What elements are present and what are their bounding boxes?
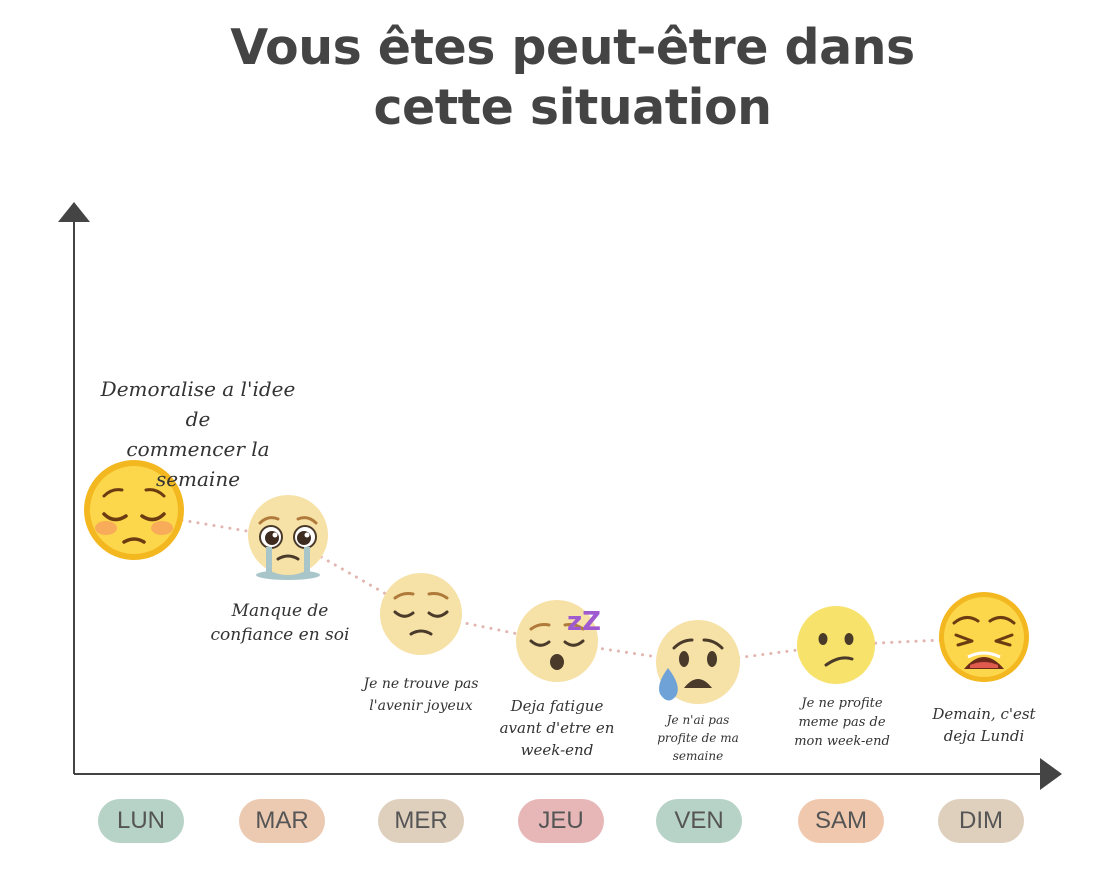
note-lun-line-1: Demoralise a l'idee de <box>100 377 296 431</box>
sad-sweat-face-icon <box>656 620 740 704</box>
sleep-zz-icon: zZ <box>567 607 601 637</box>
day-pill-mar: MAR <box>239 799 325 843</box>
note-sam-line-3: mon week-end <box>794 734 890 749</box>
note-ven: Je n'ai pas profite de ma semaine <box>638 711 758 765</box>
sweat-drop-icon <box>659 668 678 701</box>
confused-face-icon <box>797 606 875 684</box>
note-sam: Je ne profite meme pas de mon week-end <box>777 694 907 751</box>
note-dim-line-1: Demain, c'est <box>932 705 1036 723</box>
note-mer-line-2: l'avenir joyeux <box>369 698 473 714</box>
title-line-2: cette situation <box>373 79 772 136</box>
holding-back-tears-face-icon <box>248 495 328 580</box>
x-axis-arrow <box>1040 758 1062 790</box>
sleeping-face-icon <box>516 600 598 682</box>
day-pill-jeu: JEU <box>518 799 604 843</box>
note-jeu-line-1: Deja fatigue <box>510 697 604 715</box>
note-ven-line-3: semaine <box>672 749 724 763</box>
note-sam-line-2: meme pas de <box>798 715 886 730</box>
note-jeu: Deja fatigue avant d'etre en week-end <box>487 695 627 761</box>
note-ven-line-2: profite de ma <box>657 731 739 745</box>
note-mer: Je ne trouve pas l'avenir joyeux <box>351 673 491 717</box>
note-jeu-line-2: avant d'etre en <box>499 719 615 737</box>
day-pill-ven: VEN <box>656 799 742 843</box>
day-pill-dim: DIM <box>938 799 1024 843</box>
note-lun-line-2: commencer la semaine <box>126 437 270 491</box>
note-mar: Manque de confiance en soi <box>200 599 360 647</box>
pensive-face-icon <box>84 460 184 560</box>
day-pill-mer: MER <box>378 799 464 843</box>
note-mer-line-1: Je ne trouve pas <box>363 676 479 692</box>
note-jeu-line-3: week-end <box>520 741 594 759</box>
note-mar-line-1: Manque de <box>231 601 329 621</box>
note-ven-line-1: Je n'ai pas <box>666 713 730 727</box>
day-pill-lun: LUN <box>98 799 184 843</box>
relieved-sad-face-icon <box>380 573 462 655</box>
weary-face-icon <box>939 592 1029 682</box>
title-line-1: Vous êtes peut-être dans <box>230 19 915 76</box>
note-mar-line-2: confiance en soi <box>210 625 350 645</box>
note-dim-line-2: deja Lundi <box>943 727 1025 745</box>
day-pill-sam: SAM <box>798 799 884 843</box>
y-axis-arrow <box>58 202 90 222</box>
note-sam-line-1: Je ne profite <box>801 696 883 711</box>
note-dim: Demain, c'est deja Lundi <box>919 703 1049 747</box>
note-lun: Demoralise a l'idee de commencer la sema… <box>88 374 308 494</box>
page-title: Vous êtes peut-être dans cette situation <box>0 18 1110 138</box>
